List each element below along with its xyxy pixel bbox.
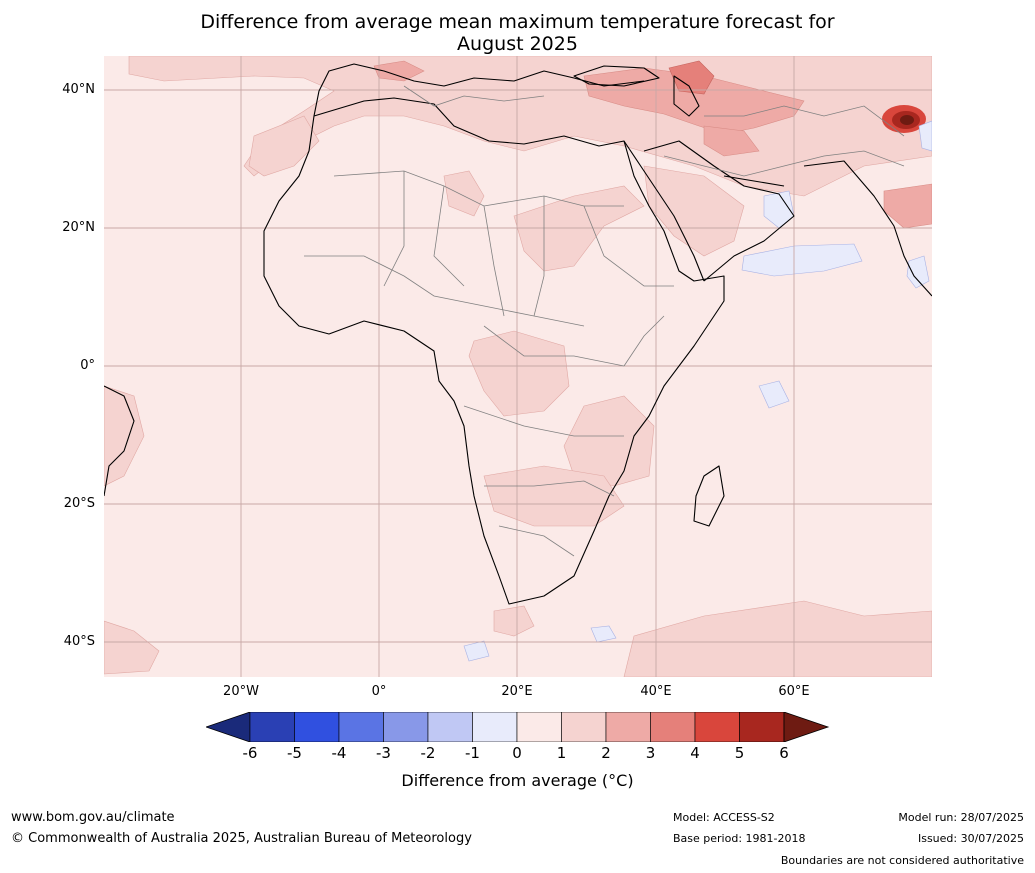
country-borders — [304, 85, 905, 557]
colorbar-swatch — [427, 712, 473, 742]
footer-website: www.bom.gov.au/climate — [11, 810, 175, 825]
colorbar-tick-label: -1 — [465, 744, 480, 762]
anomaly-zone-sahara-small — [443, 170, 485, 217]
anomaly-zone-bay-bengal — [906, 255, 930, 289]
anomaly-zone-madagascar-east — [758, 380, 790, 409]
coast-europe — [313, 63, 645, 117]
lat-label-40n: 40°N — [62, 82, 95, 97]
colorbar-swatch — [561, 712, 607, 742]
colorbar-swatch — [516, 712, 562, 742]
coast-india — [803, 160, 932, 297]
coastlines — [104, 63, 932, 605]
lat-label-40s: 40°S — [63, 634, 95, 649]
colorbar-tick-label: 0 — [512, 744, 522, 762]
lat-label-0: 0° — [80, 358, 95, 373]
map-title-line1: Difference from average mean maximum tem… — [200, 11, 835, 33]
anomaly-zone-east-africa — [563, 395, 655, 487]
coast-persian-gulf — [723, 175, 785, 187]
lat-label-20s: 20°S — [63, 496, 95, 511]
graticule — [104, 56, 932, 677]
colorbar-swatch — [605, 712, 651, 742]
colorbar-swatch — [294, 712, 340, 742]
colorbar-swatch — [694, 712, 740, 742]
colorbar-tick-label: -4 — [331, 744, 347, 762]
footer-model-run: Model run: 28/07/2025 — [898, 811, 1024, 824]
anomaly-zone-cape-south — [590, 625, 617, 643]
anomaly-zone-congo — [468, 330, 570, 417]
colorbar-tick-label: -2 — [420, 744, 436, 762]
colorbar-swatch — [650, 712, 696, 742]
lon-label-60e: 60°E — [778, 684, 810, 699]
anomaly-zone-cape — [493, 605, 535, 637]
footer-copyright: © Commonwealth of Australia 2025, Austra… — [11, 831, 472, 846]
lon-label-0: 0° — [371, 684, 387, 699]
coast-south-america — [104, 385, 135, 497]
colorbar-tick-label: 5 — [734, 744, 745, 762]
lon-label-20w: 20°W — [223, 684, 259, 699]
colorbar-tick-label: 6 — [779, 744, 789, 762]
anomaly-zone-balkans — [373, 60, 425, 82]
colorbar-tick-label: -3 — [376, 744, 391, 762]
footer-disclaimer: Boundaries are not considered authoritat… — [780, 854, 1024, 867]
coast-madagascar — [693, 465, 725, 527]
colorbar-swatch — [739, 712, 785, 742]
anomaly-zone-southwest — [104, 620, 160, 675]
footer-model: Model: ACCESS-S2 — [673, 811, 775, 824]
anomaly-hotspot-tibet — [882, 105, 926, 133]
anomaly-zone-arabia — [643, 165, 745, 257]
footer-base-period: Base period: 1981-2018 — [673, 832, 806, 845]
anomaly-zone-southern-africa — [483, 465, 625, 527]
colorbar — [206, 712, 830, 742]
coast-black-sea — [573, 65, 660, 87]
anomaly-zone-caucasus — [668, 60, 715, 95]
colorbar-tick-label: 2 — [601, 744, 611, 762]
colorbar-tick-label: 3 — [645, 744, 656, 762]
lon-label-40e: 40°E — [640, 684, 672, 699]
anomaly-map — [104, 56, 932, 677]
anomaly-zone-southern-ocean — [623, 600, 932, 677]
colorbar-swatch — [249, 712, 295, 742]
map-title-line2: August 2025 — [457, 33, 578, 55]
lon-label-20e: 20°E — [501, 684, 533, 699]
colorbar-tick-label: -5 — [287, 744, 302, 762]
coast-arabia — [643, 140, 795, 282]
colorbar-extend-high — [783, 712, 830, 742]
colorbar-tick-label: 4 — [690, 744, 700, 762]
anomaly-zone-atlantic-west — [248, 115, 320, 177]
anomaly-zone-west-asia — [703, 125, 760, 157]
colorbar-swatch — [472, 712, 518, 742]
colorbar-tick-label: 1 — [556, 744, 567, 762]
anomaly-zone-south-atlantic-small — [463, 640, 490, 662]
lat-label-20n: 20°N — [62, 220, 95, 235]
colorbar-swatch — [338, 712, 384, 742]
coast-red-sea — [623, 140, 705, 282]
colorbar-swatch — [383, 712, 429, 742]
colorbar-extend-low — [206, 712, 251, 742]
anomaly-zone-india — [883, 183, 932, 229]
coast-africa — [263, 97, 725, 605]
colorbar-label: Difference from average (°C) — [401, 771, 634, 790]
footer-issued: Issued: 30/07/2025 — [917, 832, 1024, 845]
anomaly-zone-east-edge — [918, 120, 932, 152]
coast-caspian — [673, 75, 700, 117]
colorbar-tick-label: -6 — [242, 744, 258, 762]
anomaly-zone-sahel — [513, 185, 645, 272]
anomaly-zone-arabian-sea — [741, 243, 863, 277]
